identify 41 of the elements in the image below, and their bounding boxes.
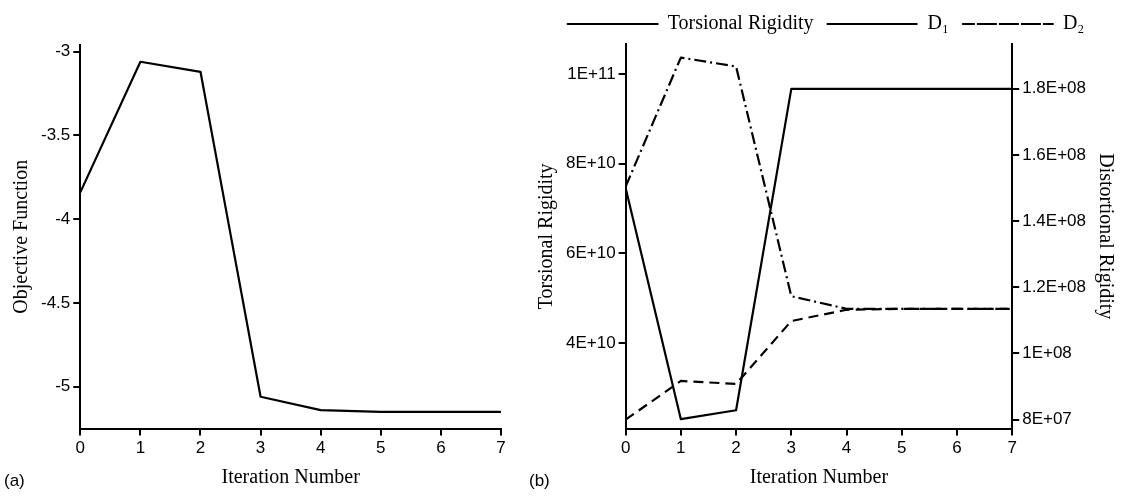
legend-label: D₂ [1062, 11, 1085, 34]
y2-tick-label: 1.4E+08 [1022, 210, 1086, 230]
x-tick-label: 6 [952, 438, 962, 458]
text: (b) [529, 471, 550, 491]
x-tick-label: 1 [135, 438, 146, 458]
y-tick-label: -5 [55, 376, 71, 396]
x-tick-label: 6 [436, 438, 446, 458]
x-tick-label: 3 [786, 438, 797, 458]
x-tick-label: 0 [620, 438, 631, 458]
y2-axis-title: Distortional Rigidity [1094, 153, 1118, 320]
text: (a) [4, 471, 25, 491]
y-tick-label: -3 [55, 41, 71, 61]
x-tick-label: 2 [731, 438, 741, 458]
x-tick-label: 5 [376, 438, 386, 458]
y2-tick-label: 1E+08 [1022, 343, 1072, 363]
legend-label: Torsional Rigidity [667, 11, 814, 35]
y2-tick-label: 1.2E+08 [1022, 276, 1086, 296]
x-tick-label: 1 [676, 438, 686, 458]
x-tick-label: 4 [315, 438, 326, 458]
x-tick-label: 5 [897, 438, 907, 458]
y-axis-title: Objective Function [9, 159, 33, 314]
y2-tick-label: 8E+07 [1022, 409, 1072, 429]
x-axis-title: Iteration Number [749, 465, 889, 488]
x-tick-label: 7 [1007, 438, 1017, 458]
x-tick-label: 2 [195, 438, 206, 458]
y-tick-label: 8E+10 [565, 153, 616, 173]
y-tick-label: -4.5 [41, 292, 71, 312]
y-tick-label: 4E+10 [565, 332, 616, 352]
x-tick-label: 7 [496, 438, 506, 458]
x-tick-label: 4 [841, 438, 852, 458]
x-axis-title: Iteration Number [221, 465, 361, 488]
y-tick-label: 6E+10 [565, 243, 616, 263]
y-axis-title: Torsional Rigidity [534, 163, 558, 310]
y-tick-label: -4 [55, 208, 71, 228]
y2-tick-label: 1.8E+08 [1022, 78, 1086, 98]
y-tick-label: 1E+11 [567, 63, 616, 83]
x-tick-label: 0 [75, 438, 86, 458]
x-tick-label: 3 [255, 438, 266, 458]
legend-label: D₁ [927, 11, 949, 34]
y2-tick-label: 1.6E+08 [1022, 144, 1086, 164]
y-tick-label: -3.5 [41, 125, 71, 145]
